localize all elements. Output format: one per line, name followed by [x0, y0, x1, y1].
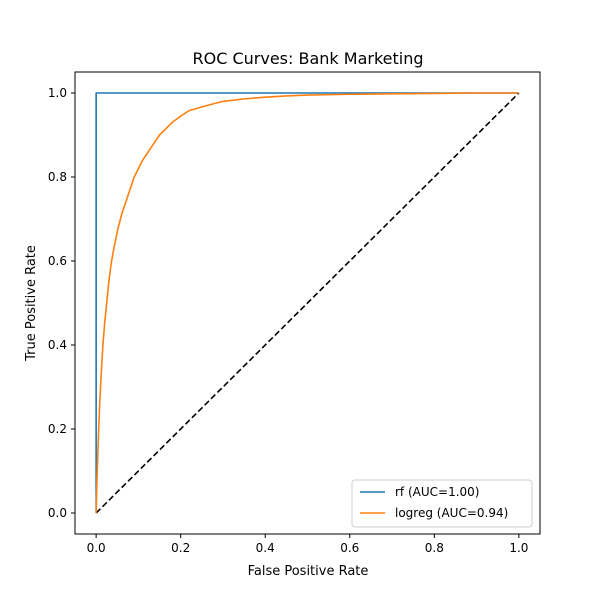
x-tick-label: 0.2 — [171, 541, 190, 555]
plot-area: 0.0 0.2 0.4 0.6 0.8 1.0 0.0 0.2 0.4 0.6 0.8 1.0 — [48, 71, 541, 555]
x-tick-label: 0.4 — [256, 541, 275, 555]
y-tick-label: 0.6 — [48, 254, 67, 268]
series-line-rf — [95, 92, 519, 513]
legend: rf (AUC=1.00) logreg (AUC=0.94) — [351, 479, 533, 528]
y-tick-label: 0.4 — [48, 338, 67, 352]
legend-label: logreg (AUC=0.94) — [395, 506, 508, 520]
x-tick-label: 0.6 — [340, 541, 359, 555]
y-tick-label: 0.2 — [48, 422, 67, 436]
x-tick-label: 0.8 — [425, 541, 444, 555]
y-tick-label: 1.0 — [48, 86, 67, 100]
y-tick-label: 0.0 — [48, 506, 67, 520]
y-axis-label: True Positive Rate — [24, 245, 39, 362]
x-tick-label: 1.0 — [509, 541, 528, 555]
x-tick-label: 0.0 — [87, 541, 106, 555]
axes-frame — [74, 71, 541, 535]
series-line-logreg — [95, 92, 519, 514]
chart-title: ROC Curves: Bank Marketing — [193, 49, 424, 68]
x-axis-label: False Positive Rate — [248, 564, 369, 579]
y-tick-label: 0.8 — [48, 170, 67, 184]
legend-frame — [351, 479, 533, 528]
chance-diagonal-line — [95, 92, 520, 514]
legend-label: rf (AUC=1.00) — [395, 485, 479, 499]
